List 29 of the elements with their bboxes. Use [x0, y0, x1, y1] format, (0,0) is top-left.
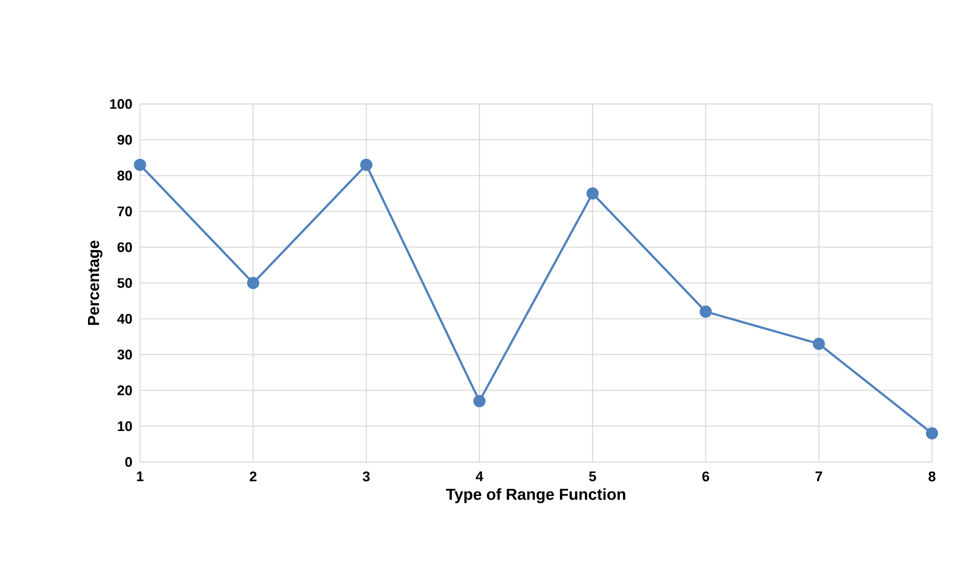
y-tick-label: 70	[118, 206, 132, 216]
y-tick-label: 90	[117, 134, 132, 145]
x-axis-title: Type of Range Function	[446, 488, 626, 504]
point	[812, 338, 825, 350]
y-axis-title: Percentage	[88, 240, 102, 325]
x-tick-label: 4	[476, 472, 484, 482]
point	[134, 158, 146, 171]
x-tick-label: 2	[250, 471, 256, 482]
y-tick-label: 30	[117, 350, 132, 360]
y-tick-label: 60	[117, 242, 132, 252]
point	[586, 187, 599, 200]
x-tick-label: 7	[816, 472, 822, 482]
x-tick-label: 1	[137, 472, 144, 482]
y-tick-label: 80	[117, 170, 132, 181]
x-tick-label: 8	[928, 471, 936, 482]
point	[473, 395, 486, 408]
y-tick-label: 20	[117, 385, 132, 396]
x-tick-label: 3	[362, 471, 370, 482]
x-tick-label: 6	[702, 471, 710, 482]
y-tick-label: 40	[117, 314, 132, 324]
y-tick-label: 10	[118, 421, 132, 432]
y-tick-label: 50	[117, 278, 132, 288]
point	[360, 158, 372, 171]
point	[700, 306, 712, 318]
x-tick-label: 5	[589, 472, 596, 482]
point	[247, 276, 260, 290]
y-tick-label: 100	[110, 99, 132, 109]
point	[926, 427, 938, 440]
y-tick-label: 0	[125, 457, 132, 467]
